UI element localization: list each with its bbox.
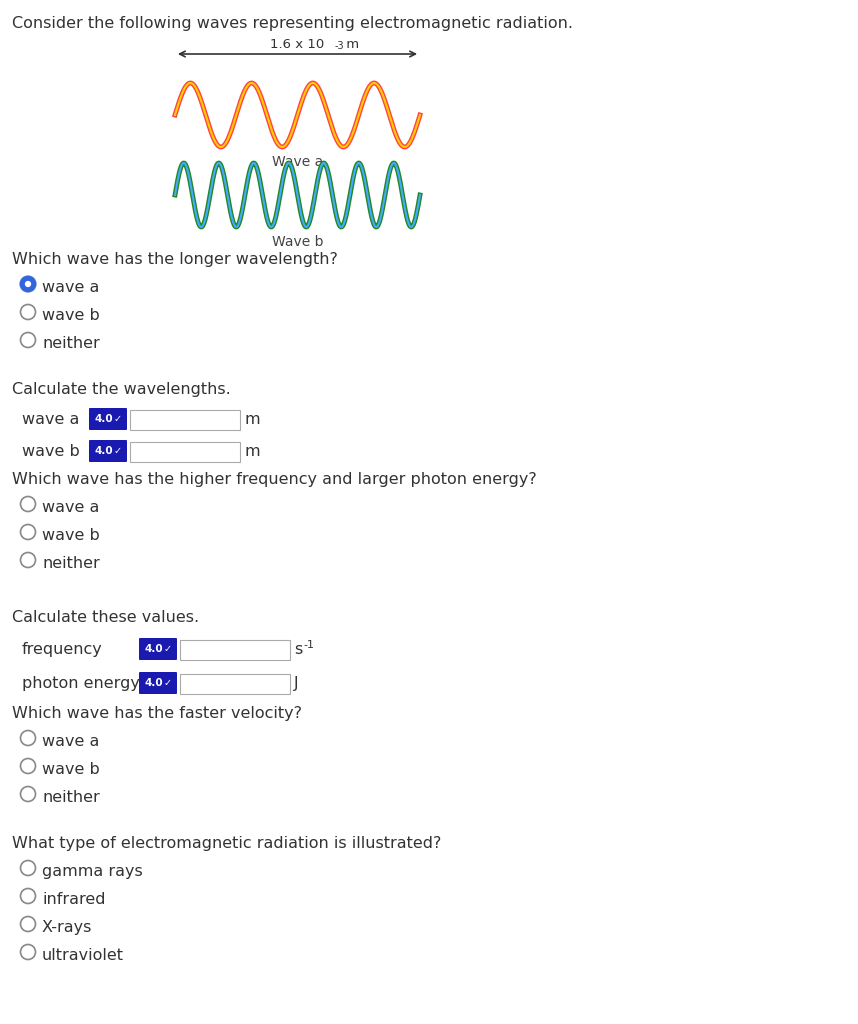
Text: frequency: frequency xyxy=(22,642,103,657)
Text: wave b: wave b xyxy=(42,528,100,543)
Text: ✓: ✓ xyxy=(114,446,122,456)
FancyBboxPatch shape xyxy=(139,672,177,694)
Circle shape xyxy=(25,281,31,287)
Text: ✓: ✓ xyxy=(114,414,122,424)
Text: Which wave has the faster velocity?: Which wave has the faster velocity? xyxy=(12,706,302,721)
Text: ✓: ✓ xyxy=(164,678,172,688)
Text: ✓: ✓ xyxy=(164,644,172,654)
Text: 1.6 x 10: 1.6 x 10 xyxy=(270,38,324,51)
Text: Consider the following waves representing electromagnetic radiation.: Consider the following waves representin… xyxy=(12,16,573,31)
Text: neither: neither xyxy=(42,790,100,805)
Text: J: J xyxy=(294,676,299,691)
Text: Calculate these values.: Calculate these values. xyxy=(12,610,199,625)
FancyBboxPatch shape xyxy=(180,674,290,694)
Circle shape xyxy=(21,276,35,292)
FancyBboxPatch shape xyxy=(130,442,240,462)
Text: m: m xyxy=(245,444,261,459)
Text: Wave b: Wave b xyxy=(272,234,323,249)
FancyBboxPatch shape xyxy=(139,638,177,660)
Text: Which wave has the higher frequency and larger photon energy?: Which wave has the higher frequency and … xyxy=(12,472,537,487)
Text: 4.0: 4.0 xyxy=(94,446,113,456)
FancyBboxPatch shape xyxy=(130,410,240,430)
Text: m: m xyxy=(342,38,360,51)
Text: neither: neither xyxy=(42,556,100,571)
Text: Calculate the wavelengths.: Calculate the wavelengths. xyxy=(12,382,231,397)
Text: Which wave has the longer wavelength?: Which wave has the longer wavelength? xyxy=(12,252,338,267)
Text: wave b: wave b xyxy=(22,444,80,459)
Text: gamma rays: gamma rays xyxy=(42,864,142,879)
FancyBboxPatch shape xyxy=(180,640,290,660)
Text: wave a: wave a xyxy=(42,734,100,749)
FancyBboxPatch shape xyxy=(89,408,127,430)
Text: neither: neither xyxy=(42,336,100,351)
Text: photon energy: photon energy xyxy=(22,676,140,691)
Text: wave b: wave b xyxy=(42,762,100,777)
Text: -3: -3 xyxy=(335,41,344,51)
Text: 4.0: 4.0 xyxy=(144,644,163,654)
Text: ultraviolet: ultraviolet xyxy=(42,948,124,963)
Text: 4.0: 4.0 xyxy=(144,678,163,688)
Text: wave b: wave b xyxy=(42,308,100,323)
Text: wave a: wave a xyxy=(42,280,100,295)
FancyBboxPatch shape xyxy=(89,440,127,462)
Text: wave a: wave a xyxy=(22,412,80,427)
Text: wave a: wave a xyxy=(42,500,100,515)
Text: -1: -1 xyxy=(303,640,314,650)
Text: m: m xyxy=(245,412,261,427)
Text: infrared: infrared xyxy=(42,892,106,907)
Text: 4.0: 4.0 xyxy=(94,414,113,424)
Text: X-rays: X-rays xyxy=(42,920,93,935)
Text: s: s xyxy=(294,642,302,657)
Text: What type of electromagnetic radiation is illustrated?: What type of electromagnetic radiation i… xyxy=(12,836,441,851)
Text: Wave a: Wave a xyxy=(272,155,323,169)
